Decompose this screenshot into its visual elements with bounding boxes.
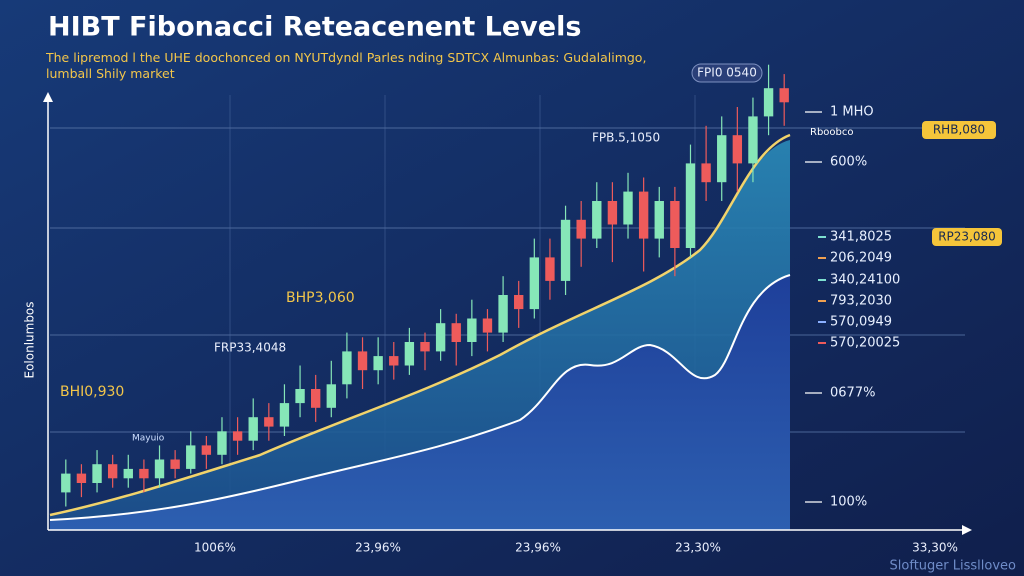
candle-body (638, 191, 649, 239)
candle-body (498, 295, 508, 333)
fib-label: 340,24100 (830, 273, 900, 288)
candle-body (514, 295, 524, 310)
x-label: 23,96% (515, 541, 561, 555)
y-axis-label: Eolonlumbos (23, 301, 37, 378)
candles (61, 64, 789, 507)
candle-body (654, 201, 664, 239)
fib-label: 793,2030 (830, 294, 892, 309)
candle-body (592, 201, 602, 239)
candle-body (389, 356, 399, 366)
fib-label: 206,2049 (830, 251, 892, 266)
candle-body (201, 445, 212, 455)
candle-body (482, 318, 493, 333)
fib-label: 100% (830, 495, 867, 510)
candle-body (76, 473, 87, 483)
candle-body (295, 389, 305, 404)
chart-subtitle: The lipremod l the UHE doochonced on NYU… (46, 50, 647, 81)
badge-label: RHB,080 (933, 123, 985, 137)
candle-body (357, 351, 368, 371)
candle-body (248, 417, 258, 441)
candle-body (420, 342, 430, 352)
candle-body (435, 323, 446, 352)
fib-label: 1 MHO (830, 105, 874, 120)
x-label: 33,30% (912, 541, 958, 555)
watermark: Sloftuger Lisslloveo (890, 559, 1016, 574)
candle-body (170, 459, 180, 469)
chart-title: HIBT Fibonacci Reteacenent Levels (48, 12, 581, 43)
candle-body (264, 417, 274, 427)
fib-label: 0677% (830, 386, 875, 401)
candle-body (107, 464, 118, 479)
candle-body (732, 135, 743, 164)
candle-body (92, 464, 102, 483)
candle-body (748, 116, 758, 164)
fib-arrows (805, 111, 822, 503)
candle-body (701, 163, 711, 183)
candle-body (404, 342, 415, 366)
candle-body (61, 473, 71, 493)
candle-body (279, 403, 290, 427)
candle-body (451, 323, 461, 342)
annotation: BHI0,930 (60, 384, 124, 400)
candle-body (467, 318, 477, 342)
axes (43, 92, 972, 535)
candle-body (529, 257, 540, 310)
candle-body (186, 445, 196, 469)
candle-body (217, 431, 227, 455)
badge (922, 121, 996, 139)
candle-body (685, 163, 696, 248)
annotation: Mayuio (132, 434, 165, 444)
fib-label: 341,8025 (830, 230, 892, 245)
candle-body (139, 468, 149, 479)
subtitle-box: The lipremod l the UHE doochonced on NYU… (46, 50, 647, 81)
candle-body (670, 201, 680, 248)
candle-body (232, 431, 243, 441)
callout (691, 63, 763, 83)
candle-body (607, 201, 618, 225)
candle-body (545, 257, 555, 281)
fib-label: 570,20025 (830, 336, 900, 351)
candle-body (154, 459, 165, 479)
candle-body (560, 219, 571, 281)
fib-sublabel: Rboobco (810, 127, 854, 138)
candle-body (576, 219, 586, 239)
annotation: FPB.5,1050 (592, 131, 660, 145)
area-lower (50, 275, 790, 530)
trend-line (49, 133, 791, 517)
annotation: FRP33,4048 (214, 341, 286, 355)
candle-body (373, 356, 383, 371)
candle-body (623, 191, 633, 225)
fib-label: 600% (830, 155, 867, 170)
x-label: 23,30% (675, 541, 721, 555)
candle-body (779, 88, 789, 103)
candle-body (763, 88, 774, 117)
badge (932, 228, 1002, 246)
candle-body (717, 135, 727, 183)
x-label: 1006% (194, 541, 236, 555)
annotation: FPI0 0540 (697, 66, 757, 80)
candle-body (310, 389, 321, 408)
candle-body (326, 384, 336, 408)
candle-body (342, 351, 352, 385)
fib-label: 570,0949 (830, 315, 892, 330)
annotation: BHP3,060 (286, 290, 355, 306)
fib-dashes (818, 236, 826, 344)
badge-label: RP23,080 (938, 230, 996, 244)
lower-line (49, 274, 791, 521)
x-label: 23,96% (355, 541, 401, 555)
candle-body (123, 468, 133, 479)
